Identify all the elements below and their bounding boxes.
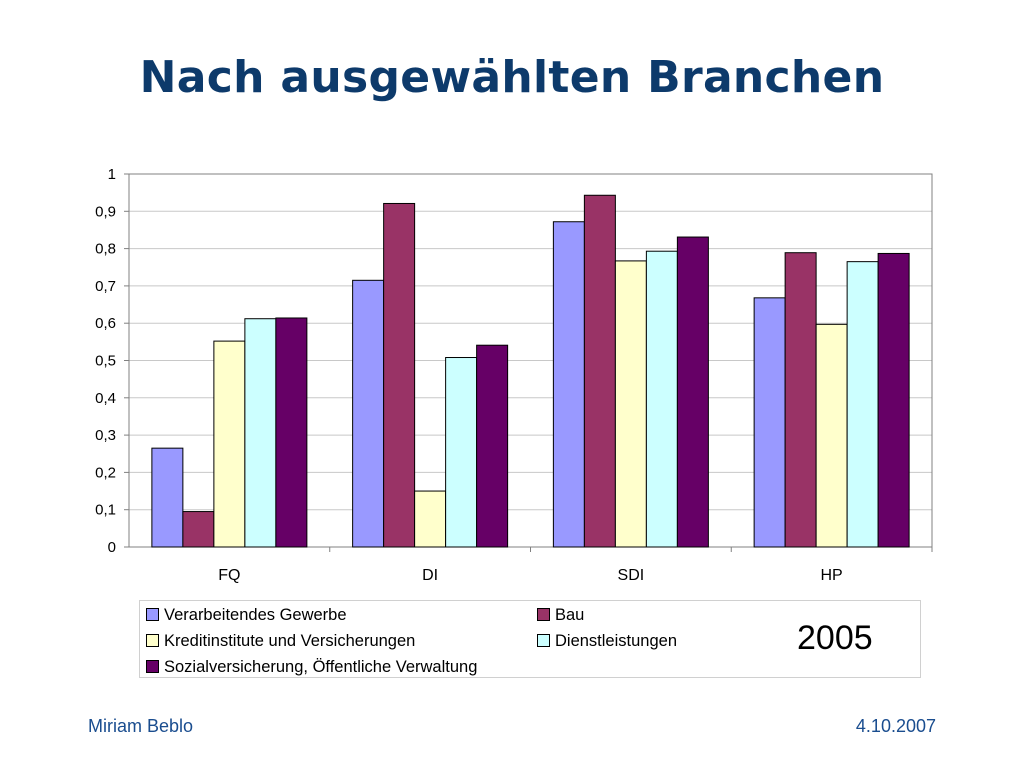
y-tick-label: 0,5 (95, 353, 116, 370)
legend-item-dienstleistungen: Dienstleistungen (537, 632, 677, 650)
legend-item-sozialversicherung: Sozialversicherung, Öffentliche Verwaltu… (146, 658, 477, 676)
legend-label: Dienstleistungen (555, 632, 677, 650)
chart-year-label: 2005 (797, 619, 873, 657)
bar (414, 490, 447, 548)
y-tick-label: 0,1 (95, 502, 116, 519)
y-tick-label: 0,6 (95, 315, 116, 332)
bar (552, 221, 585, 548)
y-tick-label: 1 (108, 166, 116, 183)
legend-label: Verarbeitendes Gewerbe (164, 606, 347, 624)
y-tick-label: 0,7 (95, 278, 116, 295)
legend-label: Sozialversicherung, Öffentliche Verwaltu… (164, 658, 478, 676)
bar (753, 297, 786, 548)
x-tick-label: FQ (218, 567, 240, 584)
bar (213, 340, 246, 548)
legend-label: Kreditinstitute und Versicherungen (164, 632, 416, 650)
bar (645, 250, 678, 548)
y-tick-label: 0,2 (95, 464, 116, 481)
legend-swatch (537, 634, 550, 647)
bar (383, 202, 416, 548)
bar (445, 357, 478, 548)
bar (182, 511, 215, 548)
y-tick-label: 0,4 (95, 390, 116, 407)
y-tick-label: 0 (108, 539, 116, 556)
bar (815, 323, 848, 548)
bar (614, 260, 647, 548)
y-tick-label: 0,8 (95, 241, 116, 258)
bar (877, 252, 910, 548)
bar (476, 344, 509, 548)
x-tick-label: HP (821, 567, 843, 584)
legend-swatch (146, 660, 159, 673)
legend-swatch (146, 634, 159, 647)
footer-date: 4.10.2007 (855, 716, 936, 736)
legend-item-verarbeitendes-gewerbe: Verarbeitendes Gewerbe (146, 606, 347, 624)
bar-chart: 0 0,1 0,2 0,3 0,4 0,5 0,6 0,7 0,8 0,9 1 FQ DI SDI HP (95, 166, 933, 584)
legend-swatch (537, 608, 550, 621)
x-tick-label: DI (422, 567, 438, 584)
y-tick-label: 0,3 (95, 427, 116, 444)
bar (784, 252, 817, 548)
bar (275, 317, 308, 548)
bar (244, 318, 277, 548)
bar (352, 279, 385, 548)
bar (846, 261, 879, 548)
legend-label: Bau (555, 606, 585, 624)
chart-legend: Verarbeitendes Gewerbe Bau Kreditinstitu… (139, 600, 921, 678)
x-tick-label: SDI (618, 567, 645, 584)
legend-item-bau: Bau (537, 606, 584, 624)
bar (676, 236, 709, 548)
legend-swatch (146, 608, 159, 621)
y-tick-label: 0,9 (95, 203, 116, 220)
slide-title: Nach ausgewählten Branchen (139, 52, 885, 103)
footer-author: Miriam Beblo (88, 716, 194, 736)
bar (583, 194, 616, 548)
bar (151, 447, 184, 548)
legend-item-kreditinstitute: Kreditinstitute und Versicherungen (146, 632, 415, 650)
